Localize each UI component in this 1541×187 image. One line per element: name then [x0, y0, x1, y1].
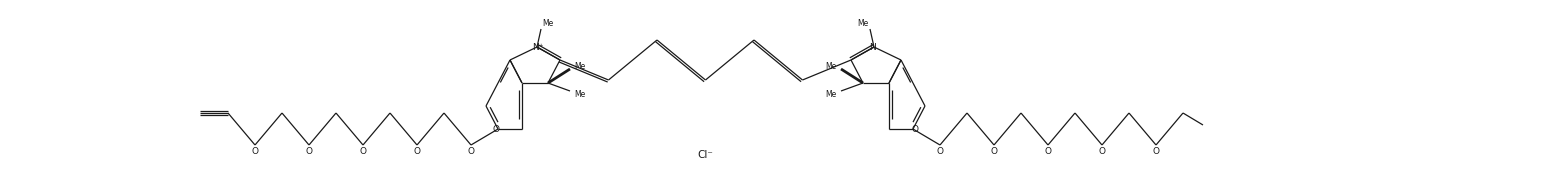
Text: O: O: [305, 148, 313, 157]
Text: N: N: [869, 42, 877, 51]
Text: O: O: [1045, 148, 1051, 157]
Text: Me: Me: [826, 62, 837, 70]
Text: O: O: [413, 148, 421, 157]
Text: O: O: [1099, 148, 1105, 157]
Text: O: O: [1153, 148, 1159, 157]
Text: N⁺: N⁺: [532, 42, 544, 51]
Text: Me: Me: [573, 62, 586, 70]
Text: O: O: [251, 148, 259, 157]
Text: Me: Me: [573, 90, 586, 99]
Text: O: O: [911, 125, 918, 134]
Text: O: O: [937, 148, 943, 157]
Text: Me: Me: [826, 90, 837, 99]
Text: Me: Me: [542, 19, 553, 27]
Text: O: O: [359, 148, 367, 157]
Text: Cl⁻: Cl⁻: [697, 150, 713, 160]
Text: Me: Me: [858, 19, 869, 27]
Text: O: O: [493, 125, 499, 134]
Text: O: O: [991, 148, 997, 157]
Text: O: O: [467, 148, 475, 157]
